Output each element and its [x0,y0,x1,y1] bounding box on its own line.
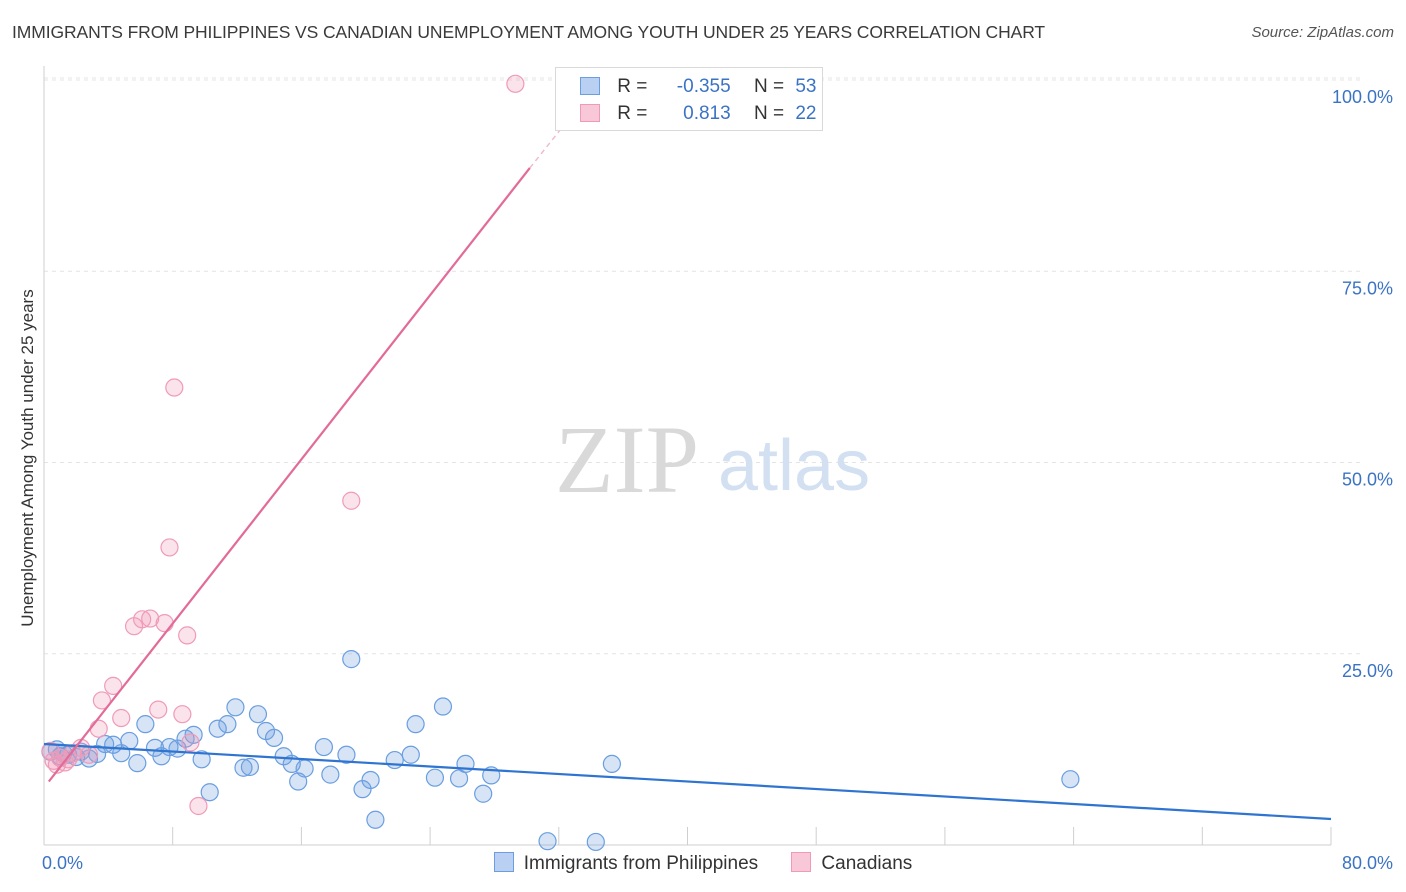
legend-n-label: N = [753,76,785,97]
x-tick-label: 0.0% [42,853,83,873]
trendline-philippines [43,742,1332,821]
point-philippines [406,715,425,734]
point-philippines [586,832,605,852]
source-label: Source: ZipAtlas.com [1251,24,1394,41]
trendline-canadians-extension [529,94,589,169]
series-legend: Immigrants from Philippines Canadians [0,852,1406,875]
legend-r-label: R = [617,103,648,124]
y-axis-label: Unemployment Among Youth under 25 years [18,289,37,627]
point-philippines [401,745,420,764]
point-philippines [226,698,245,717]
axes [43,66,1332,846]
point-philippines [208,719,227,738]
legend-r-label: R = [617,76,648,97]
point-philippines [366,810,385,829]
point-philippines [314,737,334,757]
legend-swatch-philippines [493,852,514,872]
point-philippines [120,731,139,751]
point-philippines [192,750,211,769]
legend-r-value: 0.813 [683,103,731,124]
point-canadians [165,378,184,397]
legend-row-canadians: R = 0.813 N = 22 [580,103,816,127]
correlation-legend: R = -0.355 N = 53 R = 0.813 N = 22 [555,67,823,131]
point-canadians [189,796,208,816]
point-canadians [112,708,131,728]
point-philippines [1061,770,1080,789]
point-philippines [342,650,361,669]
point-philippines [321,765,340,784]
point-canadians [104,676,123,695]
legend-label-philippines: Immigrants from Philippines [523,853,759,874]
point-philippines [136,715,155,734]
point-canadians [173,705,192,724]
trendline-canadians [47,167,531,783]
legend-label-canadians: Canadians [821,853,913,874]
point-canadians [141,609,160,628]
point-philippines [361,770,380,790]
point-philippines [602,754,621,774]
point-canadians [79,745,99,764]
point-canadians [92,691,112,710]
legend-swatch-canadians [791,852,812,872]
legend-swatch-philippines [580,77,600,95]
point-canadians [155,614,174,633]
point-philippines [240,757,260,777]
legend-item-philippines[interactable]: Immigrants from Philippines [493,852,759,875]
y-tick-label: 75.0% [1342,278,1393,298]
legend-r-value: -0.355 [676,76,731,97]
point-philippines [385,750,404,770]
point-canadians [181,733,200,752]
tick-labels: 25.0% 50.0% 75.0% 100.0% 0.0% 80.0% [42,87,1393,873]
x-tick-label: 80.0% [1342,853,1393,873]
y-tick-label: 100.0% [1332,87,1393,107]
point-canadians [149,700,168,719]
watermark: ZIP atlas [555,406,870,513]
point-philippines [128,754,147,773]
point-philippines [433,697,453,716]
point-philippines [248,705,268,724]
legend-n-label: N = [753,103,785,124]
y-tick-label: 50.0% [1342,470,1393,490]
watermark-atlas: atlas [718,426,870,506]
point-philippines [234,758,253,777]
trend-lines [43,94,1332,821]
y-tick-label: 25.0% [1342,661,1393,681]
legend-row-philippines: R = -0.355 N = 53 [580,76,816,100]
point-canadians [506,74,525,93]
chart-title: IMMIGRANTS FROM PHILIPPINES VS CANADIAN … [12,22,1046,42]
point-canadians [160,538,179,557]
point-philippines [425,768,445,787]
point-philippines [337,745,356,764]
point-canadians [342,491,361,510]
legend-item-canadians[interactable]: Canadians [791,852,912,875]
legend-n-value: 53 [795,76,817,97]
legend-n-value: 22 [795,103,817,124]
point-canadians [178,626,197,645]
point-philippines [538,832,557,851]
watermark-zip: ZIP [555,406,699,513]
point-philippines [200,783,219,802]
series-philippines-points [41,650,1080,852]
grid-lines [44,77,1361,655]
point-philippines [474,784,493,803]
point-philippines [218,715,237,734]
point-canadians [89,719,108,738]
legend-swatch-canadians [580,104,600,122]
point-philippines [264,728,284,748]
point-philippines [295,759,314,778]
